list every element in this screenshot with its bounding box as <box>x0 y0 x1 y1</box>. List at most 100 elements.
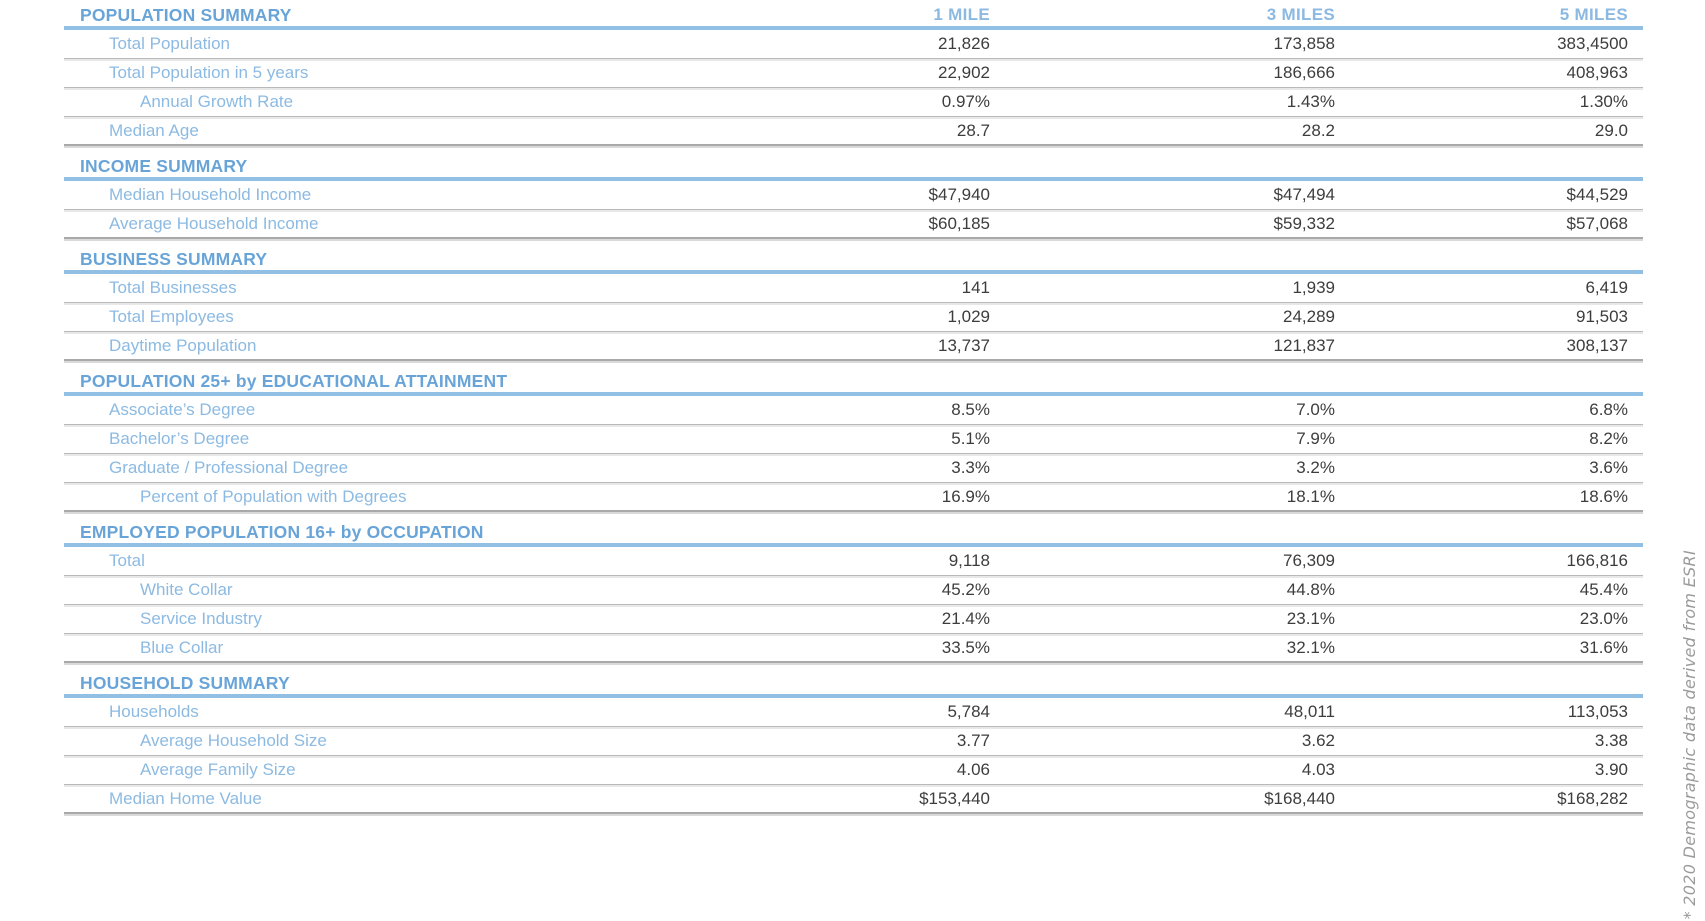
row-label: Bachelor’s Degree <box>109 429 250 448</box>
value-cell-1: 0.97% <box>941 92 990 111</box>
table-row: Average Family Size 4.06 4.03 3.90 <box>64 756 1643 785</box>
section-header-row: POPULATION SUMMARY 1 MILE 3 MILES 5 MILES <box>64 4 1643 30</box>
value-cell-1: 3.77 <box>956 731 990 750</box>
section-header-row: BUSINESS SUMMARY <box>64 248 1643 274</box>
value-cell-1: 21,826 <box>938 34 990 53</box>
row-label: Total Businesses <box>109 278 237 297</box>
value-cell-3: 166,816 <box>1566 551 1628 570</box>
row-label: Total Employees <box>109 307 234 326</box>
value-cell-1: 9,118 <box>948 551 990 570</box>
table-row: Percent of Population with Degrees 16.9% 1… <box>64 483 1643 512</box>
column-header-2: 3 MILES <box>1266 5 1335 24</box>
row-label: Total <box>109 551 145 570</box>
section-header-row: HOUSEHOLD SUMMARY <box>64 672 1643 698</box>
table-row: Annual Growth Rate 0.97% 1.43% 1.30% <box>64 88 1643 117</box>
value-cell-3: 383,4500 <box>1557 34 1628 53</box>
value-cell-1: 5,784 <box>947 702 990 721</box>
value-cell-3: $57,068 <box>1566 213 1628 233</box>
value-cell-1: 21.4% <box>941 609 990 628</box>
value-cell-1: 45.2% <box>941 580 990 599</box>
value-cell-2: 48,011 <box>1284 702 1335 721</box>
table-row: Median Household Income $47,940 $47,494 $44… <box>64 181 1643 210</box>
section-header-row: INCOME SUMMARY <box>64 155 1643 181</box>
value-cell-2: 7.9% <box>1296 429 1335 448</box>
value-cell-2: 32.1% <box>1286 637 1335 657</box>
value-cell-2: 7.0% <box>1296 400 1335 419</box>
value-cell-2: 121,837 <box>1273 335 1335 355</box>
table-row: Graduate / Professional Degree 3.3% 3.2% 3.… <box>64 454 1643 483</box>
value-cell-2: 23.1% <box>1286 609 1335 628</box>
table-row: Median Age 28.7 28.2 29.0 <box>64 117 1643 146</box>
section-header-row: POPULATION 25+ by EDUCATIONAL ATTAINMENT <box>64 370 1643 396</box>
value-cell-3: 31.6% <box>1579 637 1628 657</box>
value-cell-2: 173,858 <box>1273 34 1335 53</box>
value-cell-1: 5.1% <box>951 429 990 448</box>
value-cell-1: 1,029 <box>947 307 990 326</box>
value-cell-1: 16.9% <box>941 486 990 506</box>
value-cell-1: $60,185 <box>928 213 990 233</box>
row-label: Graduate / Professional Degree <box>109 458 349 477</box>
value-cell-3: $44,529 <box>1566 185 1628 204</box>
value-cell-3: 91,503 <box>1576 307 1628 326</box>
table-row: Total Employees 1,029 24,289 91,503 <box>64 303 1643 332</box>
row-label: Average Family Size <box>140 760 296 779</box>
section-title: BUSINESS SUMMARY <box>80 248 268 269</box>
row-label: White Collar <box>140 580 233 599</box>
value-cell-2: 3.62 <box>1301 731 1335 750</box>
value-cell-3: 3.38 <box>1594 731 1628 750</box>
row-label: Median Home Value <box>109 788 262 808</box>
value-cell-2: 76,309 <box>1283 551 1335 570</box>
row-label: Average Household Income <box>109 213 319 233</box>
table-row: Total 9,118 76,309 166,816 <box>64 547 1643 576</box>
row-label: Households <box>109 702 199 721</box>
value-cell-3: 6.8% <box>1589 400 1628 419</box>
row-label: Average Household Size <box>140 731 327 750</box>
section-title: INCOME SUMMARY <box>80 155 248 176</box>
value-cell-3: 408,963 <box>1566 63 1628 82</box>
table-row: Total Population 21,826 173,858 383,4500 <box>64 30 1643 59</box>
value-cell-1: 3.3% <box>951 458 990 477</box>
table-row: Average Household Size 3.77 3.62 3.38 <box>64 727 1643 756</box>
value-cell-3: 3.6% <box>1589 458 1628 477</box>
row-label: Total Population in 5 years <box>109 63 309 82</box>
demographics-table: POPULATION SUMMARY 1 MILE 3 MILES 5 MILES To… <box>64 4 1643 814</box>
value-cell-2: 1,939 <box>1292 278 1335 297</box>
table-row: Associate’s Degree 8.5% 7.0% 6.8% <box>64 396 1643 425</box>
table-row: Average Household Income $60,185 $59,332 $5… <box>64 210 1643 239</box>
value-cell-2: 3.2% <box>1296 458 1335 477</box>
column-header-1: 1 MILE <box>933 5 990 24</box>
value-cell-1: 13,737 <box>938 335 990 355</box>
row-label: Daytime Population <box>109 335 257 355</box>
row-label: Annual Growth Rate <box>140 92 294 111</box>
value-cell-3: 18.6% <box>1579 486 1628 506</box>
value-cell-2: 24,289 <box>1283 307 1335 326</box>
value-cell-2: 28.2 <box>1301 120 1335 140</box>
table-row: Service Industry 21.4% 23.1% 23.0% <box>64 605 1643 634</box>
value-cell-1: 4.06 <box>956 760 990 779</box>
value-cell-3: 23.0% <box>1579 609 1628 628</box>
table-row: Daytime Population 13,737 121,837 308,137 <box>64 332 1643 361</box>
section-title: POPULATION SUMMARY <box>80 4 292 25</box>
section-title: HOUSEHOLD SUMMARY <box>80 672 290 693</box>
value-cell-1: $47,940 <box>928 185 990 204</box>
value-cell-3: 45.4% <box>1579 580 1628 599</box>
row-label: Service Industry <box>140 609 262 628</box>
value-cell-2: 18.1% <box>1286 486 1335 506</box>
row-label: Associate’s Degree <box>109 400 256 419</box>
value-cell-2: 186,666 <box>1273 63 1335 82</box>
value-cell-2: 1.43% <box>1286 92 1335 111</box>
row-label: Total Population <box>109 34 230 53</box>
section-title: EMPLOYED POPULATION 16+ by OCCUPATION <box>80 521 484 542</box>
value-cell-3: 8.2% <box>1589 429 1628 448</box>
table-row: Bachelor’s Degree 5.1% 7.9% 8.2% <box>64 425 1643 454</box>
value-cell-2: $168,440 <box>1264 788 1335 808</box>
section-header-row: EMPLOYED POPULATION 16+ by OCCUPATION <box>64 521 1643 547</box>
row-label: Median Age <box>109 120 199 140</box>
value-cell-1: 33.5% <box>941 637 990 657</box>
table-row: Households 5,784 48,011 113,053 <box>64 698 1643 727</box>
value-cell-2: $59,332 <box>1273 213 1335 233</box>
table-row: Blue Collar 33.5% 32.1% 31.6% <box>64 634 1643 663</box>
value-cell-3: 1.30% <box>1579 92 1628 111</box>
row-label: Median Household Income <box>109 185 312 204</box>
